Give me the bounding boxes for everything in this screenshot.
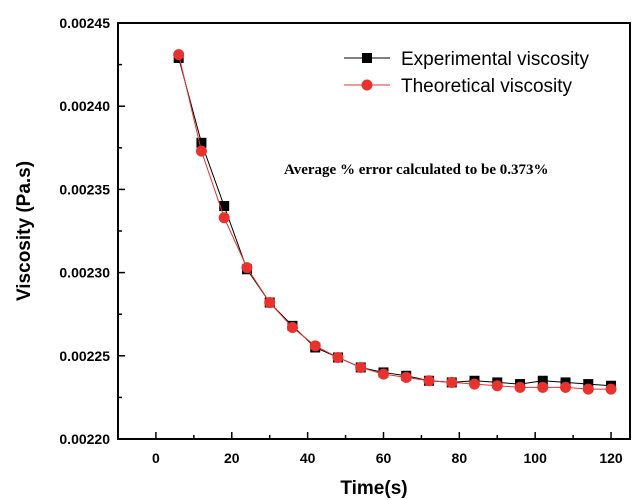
data-point-theoretical	[469, 378, 481, 390]
legend-item-experimental: Experimental viscosity	[344, 49, 589, 70]
x-tick-label: 80	[452, 450, 468, 466]
legend-label-experimental: Experimental viscosity	[401, 49, 589, 70]
y-tick-label: 0.00230	[59, 265, 110, 281]
data-point-theoretical	[355, 361, 367, 373]
data-point-theoretical	[537, 381, 549, 393]
y-tick-label: 0.00235	[59, 181, 110, 197]
y-tick-label: 0.00245	[59, 15, 110, 31]
data-point-theoretical	[377, 368, 389, 380]
series-layer	[173, 49, 617, 395]
data-point-theoretical	[286, 322, 298, 334]
x-tick-label: 100	[524, 450, 548, 466]
data-point-theoretical	[605, 383, 617, 395]
y-axis-ticks: 0.00220 0.00225 0.00230 0.00235 0.00240 0.002…	[59, 15, 125, 447]
data-point-theoretical	[582, 383, 594, 395]
legend-marker-theoretical	[361, 79, 373, 91]
data-point-theoretical	[309, 340, 321, 352]
data-point-theoretical	[195, 145, 207, 157]
x-axis-title: Time(s)	[340, 478, 407, 499]
data-point-experimental	[537, 375, 548, 386]
data-point-theoretical	[218, 212, 230, 224]
data-point-experimental	[196, 137, 207, 148]
x-tick-label: 120	[599, 450, 623, 466]
data-point-theoretical	[423, 375, 435, 387]
series-line-theoretical	[178, 54, 612, 390]
legend: Experimental viscosity Theoretical visco…	[344, 49, 589, 97]
data-point-theoretical	[446, 376, 458, 388]
x-tick-label: 20	[224, 450, 240, 466]
data-point-theoretical	[332, 351, 344, 363]
legend-marker-experimental	[362, 53, 372, 63]
x-tick-label: 40	[300, 450, 316, 466]
y-tick-label: 0.00220	[59, 431, 110, 447]
y-tick-label: 0.00240	[59, 98, 110, 114]
y-tick-label: 0.00225	[59, 348, 110, 364]
legend-label-theoretical: Theoretical viscosity	[401, 76, 573, 97]
data-point-theoretical	[560, 381, 572, 393]
legend-item-theoretical: Theoretical viscosity	[344, 76, 573, 97]
x-tick-label: 0	[152, 450, 160, 466]
x-tick-label: 60	[376, 450, 392, 466]
series-line-experimental	[178, 57, 612, 387]
error-annotation: Average % error calculated to be 0.373%	[284, 162, 549, 178]
data-point-theoretical	[241, 262, 253, 274]
data-point-theoretical	[514, 381, 526, 393]
x-axis-ticks: 0 20 40 60 80 100 120	[152, 432, 623, 466]
data-point-theoretical	[264, 297, 276, 309]
data-point-theoretical	[400, 371, 412, 383]
data-point-theoretical	[173, 49, 185, 61]
data-point-theoretical	[491, 380, 503, 392]
y-axis-title: Viscosity (Pa.s)	[14, 161, 35, 301]
data-point-experimental	[219, 201, 230, 212]
